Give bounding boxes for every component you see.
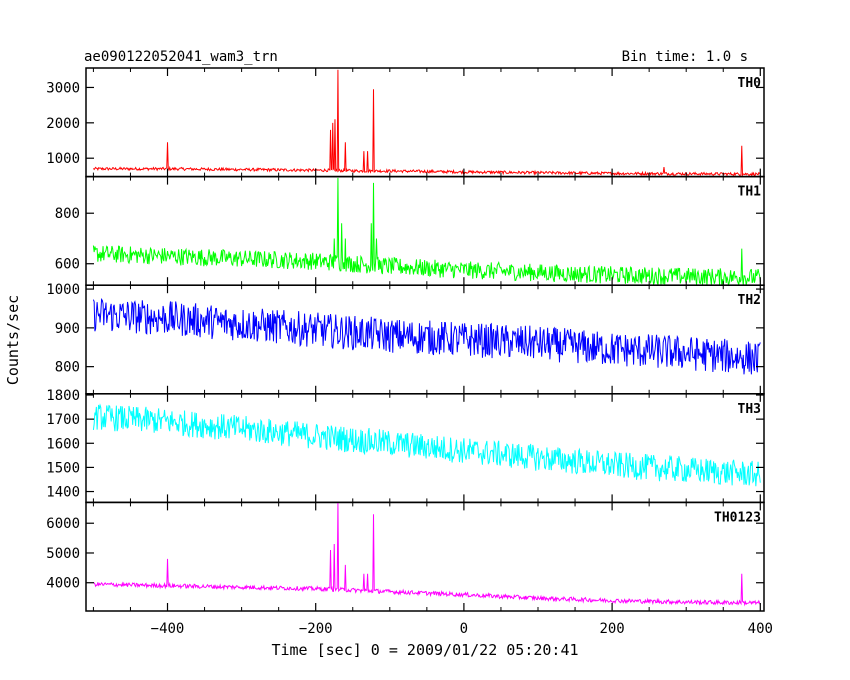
y-tick-label: 1500 — [46, 460, 80, 476]
panel-label: TH1 — [738, 185, 762, 200]
panel-th1: 600 800 TH1 — [55, 175, 765, 287]
panel-frame — [85, 67, 765, 178]
y-tick-label: 6000 — [46, 516, 80, 532]
y-tick-label: 3000 — [46, 80, 80, 96]
y-tick-label: 2000 — [46, 116, 80, 132]
x-tick-label: −200 — [299, 621, 333, 637]
bin-time-label: Bin time: 1.0 s — [622, 49, 748, 65]
y-tick-label: 1000 — [46, 151, 80, 167]
series-line-th1 — [92, 177, 761, 287]
x-tick-label: −400 — [151, 621, 185, 637]
panel-th0: 1000 2000 3000 TH0 — [46, 67, 765, 178]
panel-th3: 1400 1500 1600 1700 1800 TH3 — [46, 388, 765, 504]
y-tick-label: 4000 — [46, 576, 80, 592]
series-line-th2 — [92, 298, 761, 375]
series-line-th0123 — [93, 502, 761, 607]
y-tick-label: 5000 — [46, 546, 80, 562]
x-tick-label: 400 — [748, 621, 773, 637]
y-tick-label: 1800 — [46, 388, 80, 404]
panel-th2: 800 900 1000 TH2 — [46, 282, 765, 395]
y-tick-label: 1000 — [46, 282, 80, 298]
panel-label: TH2 — [738, 293, 761, 308]
x-tick-labels: −400 −200 0 200 400 — [151, 621, 773, 637]
y-tick-label: 1400 — [46, 485, 80, 501]
series-line-th3 — [92, 403, 761, 487]
series-line-th0 — [93, 69, 761, 177]
x-tick-label: 200 — [599, 621, 624, 637]
y-axis-label: Counts/sec — [4, 295, 22, 385]
panel-label: TH0123 — [714, 510, 761, 525]
y-tick-label: 900 — [55, 321, 80, 337]
x-tick-label: 0 — [460, 621, 468, 637]
plot-title: ae090122052041_wam3_trn — [84, 49, 278, 65]
panel-th0123: 4000 5000 6000 TH0123 — [46, 501, 765, 612]
panel-label: TH3 — [738, 402, 761, 417]
y-tick-label: 1700 — [46, 412, 80, 428]
panel-label: TH0 — [738, 76, 762, 91]
panels-group: 1000 2000 3000 TH0 600 800 TH1 800 900 1000 TH2 140… — [46, 67, 765, 612]
y-tick-label: 800 — [55, 206, 80, 222]
y-tick-label: 600 — [55, 257, 80, 273]
y-tick-label: 800 — [55, 360, 80, 376]
x-axis-label: Time [sec] 0 = 2009/01/22 05:20:41 — [271, 641, 578, 659]
y-tick-label: 1600 — [46, 436, 80, 452]
panel-frame — [85, 501, 765, 612]
